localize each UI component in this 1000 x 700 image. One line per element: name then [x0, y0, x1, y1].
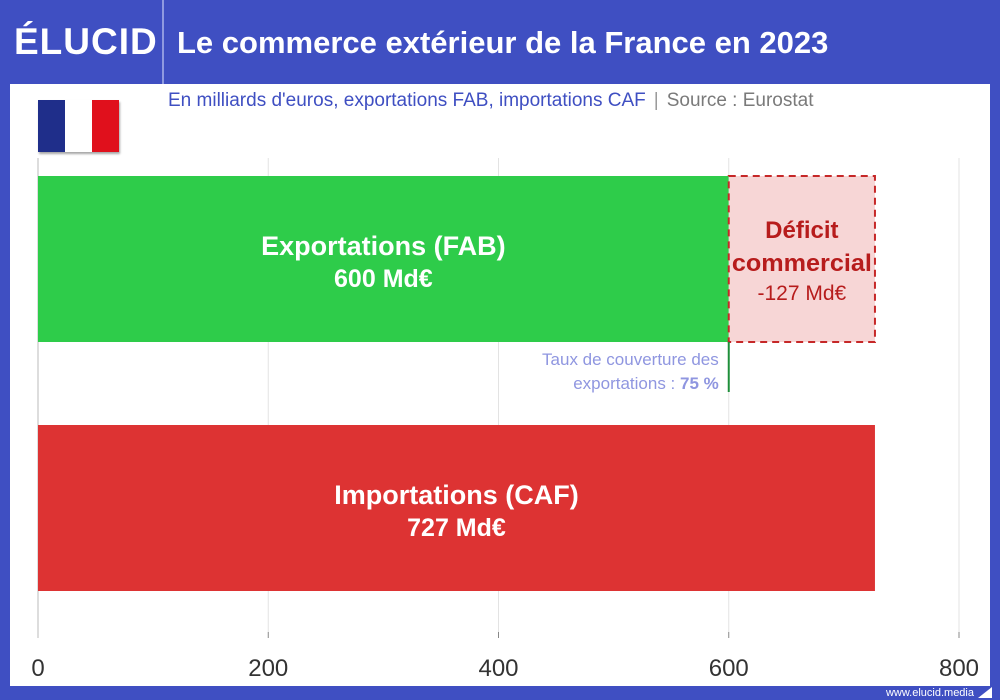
deficit-label-line2: commercial: [732, 250, 872, 277]
bar-imports: [38, 425, 875, 591]
chart-title: Le commerce extérieur de la France en 20…: [177, 25, 829, 60]
deficit-value-label: -127 Md€: [757, 282, 846, 305]
deficit-label-line1: Déficit: [765, 217, 838, 244]
header-divider: [162, 0, 164, 84]
france-flag-icon: [38, 100, 119, 152]
elucid-logo: ÉLUCID: [14, 21, 158, 62]
bar-label-0: Exportations (FAB): [261, 231, 506, 261]
header-bar: ÉLUCID Le commerce extérieur de la Franc…: [0, 0, 1000, 84]
coverage-value: 75 %: [680, 374, 719, 393]
x-tick-label-0: 0: [31, 655, 44, 682]
source-note: Source : Eurostat: [666, 90, 814, 111]
chart-subtitle: En milliards d'euros, exportations FAB, …: [168, 88, 814, 114]
x-tick-label-400: 400: [478, 655, 518, 682]
x-tick-label-800: 800: [939, 655, 979, 682]
coverage-label-prefix: exportations :: [573, 374, 680, 393]
bar-exports: [38, 176, 729, 342]
x-tick-label-200: 200: [248, 655, 288, 682]
bar-value-label-1: 727 Md€: [407, 514, 506, 542]
x-tick-label-600: 600: [709, 655, 749, 682]
coverage-label-line2: exportations : 75 %: [573, 374, 719, 393]
bar-value-label-0: 600 Md€: [334, 265, 433, 293]
coverage-label-line1: Taux de couverture des: [542, 350, 719, 369]
subtitle-separator: |: [653, 90, 659, 111]
footer-url: www.elucid.media: [885, 687, 974, 699]
deficit-box: [727, 175, 876, 343]
bar-label-1: Importations (CAF): [334, 480, 578, 510]
subtitle-text: En milliards d'euros, exportations FAB, …: [168, 90, 646, 111]
elucid-mark-icon: [978, 687, 992, 698]
